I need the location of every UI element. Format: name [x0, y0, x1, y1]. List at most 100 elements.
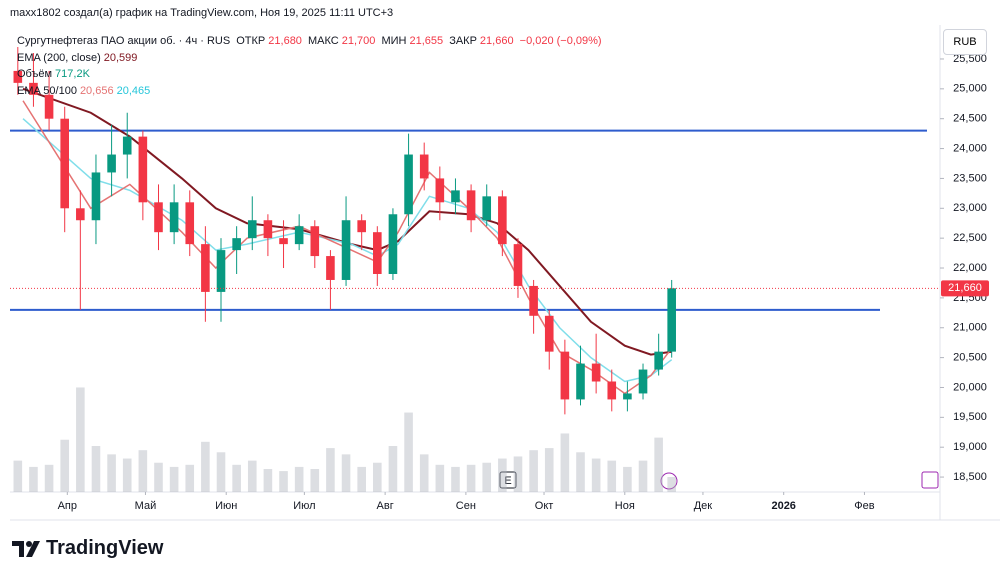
candle-body — [201, 244, 210, 292]
x-tick-label: Июл — [293, 500, 315, 512]
candle-body — [560, 351, 570, 400]
candle-body — [310, 226, 320, 257]
candle-body — [122, 136, 132, 155]
close: 21,660 — [479, 35, 514, 47]
x-tick-label: Май — [135, 500, 157, 512]
volume-bar — [185, 464, 195, 492]
volume-bar — [498, 458, 507, 492]
open: 21,680 — [268, 35, 302, 47]
legend: Сургутнефтегаз ПАО акции об. · 4ч · RUS … — [17, 33, 605, 99]
volume-bar — [388, 446, 398, 492]
candle-body — [357, 220, 366, 233]
y-tick-label: 19,500 — [953, 411, 987, 423]
candle-body — [60, 118, 70, 209]
x-tick-label: Авг — [377, 500, 394, 512]
volume-bar — [560, 433, 570, 492]
plot-area — [10, 47, 927, 492]
y-tick-label: 22,000 — [953, 262, 987, 274]
volume-bar — [154, 462, 163, 492]
volume-bar — [623, 466, 632, 492]
volume-bar — [576, 452, 585, 492]
close-label: ЗАКР — [449, 35, 477, 47]
x-tick-label: Сен — [456, 500, 476, 512]
volume-bar — [44, 464, 54, 492]
volume-bar — [60, 439, 70, 492]
volume-bar — [419, 454, 429, 492]
volume-bar — [294, 466, 304, 492]
ema-line — [22, 100, 673, 395]
volume-bar — [201, 441, 210, 492]
y-tick-label: 22,500 — [953, 232, 987, 244]
candle-body — [451, 190, 460, 203]
change: −0,020 (−0,09%) — [519, 35, 602, 47]
volume-bar — [529, 450, 538, 492]
candle-body — [13, 70, 23, 83]
low: 21,655 — [409, 35, 444, 47]
last-price-label: 21,660 — [948, 282, 982, 294]
candle-body — [482, 196, 492, 221]
ema200-label: EMA (200, close) — [17, 51, 101, 64]
candle-body — [29, 82, 38, 95]
currency-button[interactable]: RUB — [943, 29, 987, 55]
x-tick-label: Фев — [854, 500, 874, 512]
candle-body — [341, 220, 351, 280]
candle-body — [216, 250, 226, 292]
y-tick-label: 24,000 — [953, 142, 987, 154]
x-tick-label: Дек — [694, 500, 713, 512]
candle-body — [138, 136, 148, 203]
candle-body — [667, 288, 676, 352]
event-icon — [660, 472, 678, 490]
legend-row: EMA 50/100 20,656 20,465 — [17, 83, 605, 100]
candle-body — [279, 238, 288, 245]
candle-body — [373, 232, 382, 274]
volume-bar — [29, 466, 38, 492]
volume-bar — [13, 460, 23, 492]
candle-body — [185, 202, 195, 245]
volume-bar — [544, 448, 554, 492]
x-tick-label: Ноя — [615, 500, 635, 512]
candle-body — [247, 220, 257, 239]
candle-body — [591, 363, 601, 382]
y-tick-label: 18,500 — [953, 471, 987, 483]
y-tick-label: 24,500 — [953, 113, 987, 125]
volume-bar — [91, 446, 101, 492]
open-label: ОТКР — [236, 35, 266, 47]
volume-bar — [357, 466, 366, 492]
logo: TradingView — [12, 537, 163, 560]
low-label: МИН — [381, 35, 407, 47]
ema-line — [22, 118, 673, 383]
candle-body — [169, 202, 179, 233]
event-icon-letter: E — [504, 475, 511, 487]
candle-body — [388, 214, 398, 274]
ema-label: EMA 50/100 — [17, 84, 77, 97]
volume-bar — [482, 462, 492, 492]
y-tick-label: 21,000 — [953, 322, 987, 334]
volume-value: 717,2K — [55, 68, 90, 80]
volume-bar — [76, 387, 85, 492]
volume-bar — [667, 477, 676, 492]
candle-body — [544, 315, 554, 352]
candle-body — [654, 351, 663, 370]
ema100-value: 20,465 — [116, 84, 151, 97]
candle-body — [529, 285, 538, 316]
volume-bar — [654, 437, 663, 492]
candle-body — [404, 154, 413, 215]
candle-body — [638, 369, 648, 394]
candle-body — [326, 256, 335, 280]
volume-bar — [638, 460, 648, 492]
event-icon — [921, 471, 939, 489]
volume-bar — [279, 471, 288, 492]
volume-bar — [373, 462, 382, 492]
candle-body — [76, 208, 85, 221]
volume-bar — [310, 469, 320, 492]
header: maxx1802 создал(а) график на TradingView… — [10, 7, 394, 19]
volume-bar — [247, 460, 257, 492]
volume-bar — [232, 464, 241, 492]
logo-text: TradingView — [46, 537, 164, 559]
volume-bar — [138, 450, 148, 492]
volume-bar — [451, 466, 460, 492]
y-tick-label: 20,000 — [953, 381, 987, 393]
ema200-value: 20,599 — [103, 51, 138, 64]
